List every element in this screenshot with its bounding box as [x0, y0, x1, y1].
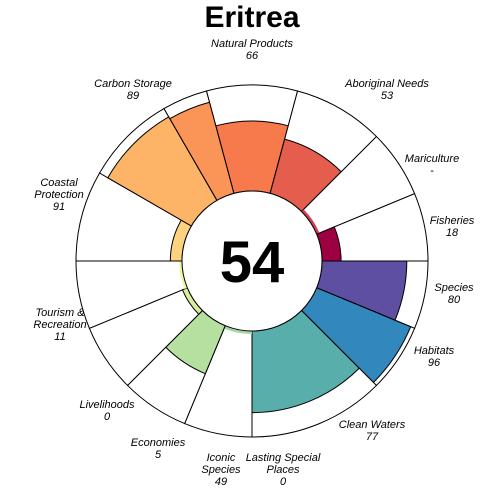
label-lasting-special-places: Lasting Special Places 0	[246, 452, 321, 488]
value-carbon-storage: 89	[127, 90, 139, 102]
value-economies: 5	[155, 449, 162, 461]
label-economies: Economies 5	[131, 437, 186, 461]
value-coastal-protection: 91	[53, 201, 65, 213]
label-group: Natural Products 66 Aboriginal Needs 53 Mari…	[33, 38, 474, 488]
value-clean-waters: 77	[366, 431, 379, 443]
center-score: 54	[220, 230, 285, 295]
chart-title: Eritrea	[204, 1, 299, 34]
value-habitats: 96	[428, 357, 441, 369]
label-species: Species 80	[434, 282, 474, 306]
label-iconic-species: Iconic Species 49	[201, 452, 241, 488]
label-livelihoods: Livelihoods 0	[79, 399, 135, 423]
label-carbon-storage: Carbon Storage 89	[94, 78, 172, 102]
center-circle	[181, 190, 323, 332]
value-fisheries: 18	[446, 227, 459, 239]
value-livelihoods: 0	[104, 411, 111, 423]
label-fisheries: Fisheries 18	[430, 215, 475, 239]
label-aboriginal-needs: Aboriginal Needs 53	[344, 78, 429, 102]
label-habitats: Habitats 96	[414, 345, 455, 369]
value-species: 80	[448, 294, 461, 306]
value-aboriginal-needs: 53	[381, 90, 394, 102]
label-natural-products: Natural Products 66	[211, 38, 293, 62]
value-natural-products: 66	[246, 50, 259, 62]
value-tourism-and-recreation: 11	[54, 331, 65, 343]
label-mariculture: Mariculture -	[405, 153, 459, 177]
value-mariculture: -	[430, 165, 434, 177]
value-lasting-special-places: 0	[280, 476, 287, 488]
petal-group	[75, 84, 429, 438]
value-iconic-species: 49	[215, 476, 227, 488]
label-clean-waters: Clean Waters 77	[339, 419, 406, 443]
label-coastal-protection: Coastal Protection 91	[34, 177, 84, 213]
label-tourism-and-recreation: Tourism & Recreation 11	[33, 307, 86, 343]
